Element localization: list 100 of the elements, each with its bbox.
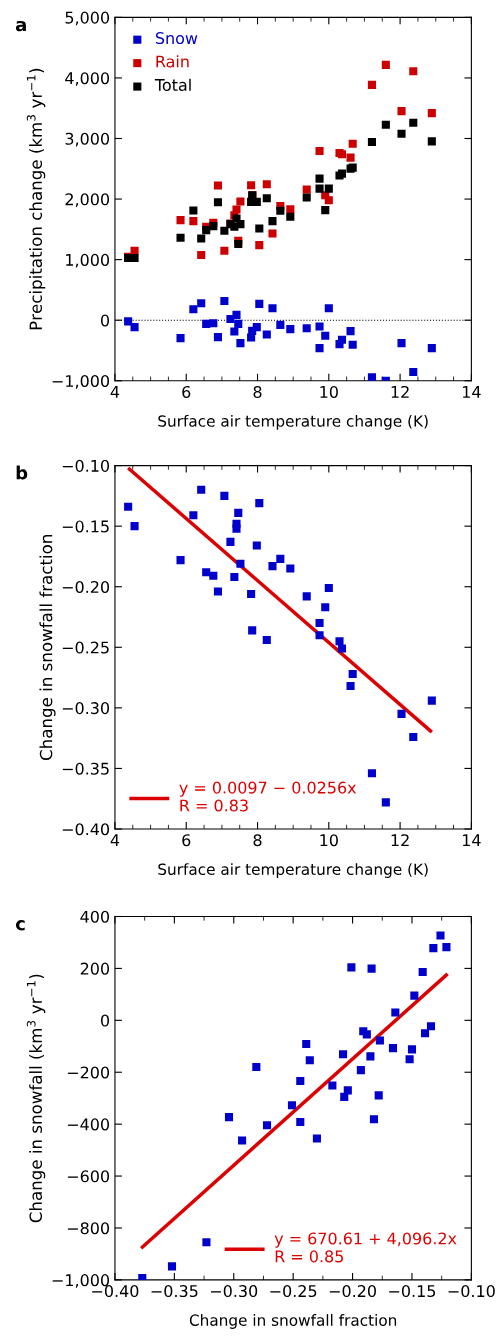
point <box>315 184 324 193</box>
x-tick-label: −0.25 <box>270 1285 317 1298</box>
point <box>247 589 256 599</box>
y-tick-label: −1,000 <box>52 374 110 389</box>
point <box>302 592 311 601</box>
point <box>255 224 264 233</box>
point <box>236 339 245 348</box>
y-tick-label: −0.40 <box>62 823 110 836</box>
point <box>391 1008 400 1017</box>
y-tick-label: −600 <box>67 1170 110 1183</box>
x-tick-label: 6 <box>182 385 191 398</box>
point <box>397 709 406 718</box>
point <box>255 499 264 508</box>
point <box>339 1050 348 1059</box>
point <box>276 320 285 329</box>
point <box>236 197 245 206</box>
x-tick-label: 12 <box>391 385 409 398</box>
x-tick-label: 10 <box>320 834 338 847</box>
point <box>286 205 295 214</box>
point <box>397 129 406 138</box>
point <box>305 1056 314 1065</box>
point <box>247 181 256 190</box>
point <box>176 334 185 343</box>
point <box>276 554 285 563</box>
legend-label: Total <box>154 78 191 91</box>
point <box>420 1029 430 1038</box>
y-tick-label: −0.10 <box>62 459 110 472</box>
point <box>302 324 311 333</box>
x-tick-label: 6 <box>182 834 191 847</box>
point <box>262 635 271 645</box>
point <box>255 299 264 308</box>
point <box>197 250 206 260</box>
y-tick-label: 200 <box>80 962 110 975</box>
point <box>321 331 330 340</box>
x-tick-label: −0.20 <box>329 1285 376 1298</box>
x-axis-title: Surface air temperature change (K) <box>158 414 428 430</box>
text: c <box>15 920 25 931</box>
point <box>234 319 243 328</box>
point <box>442 943 451 952</box>
point <box>189 305 198 314</box>
point <box>252 541 261 550</box>
y-tick-label: 3,000 <box>65 132 110 147</box>
point <box>286 212 295 221</box>
point <box>202 1238 211 1247</box>
point <box>213 198 223 207</box>
y-tick-label: −0.15 <box>62 520 109 533</box>
x-tick-label: 14 <box>462 386 481 398</box>
point <box>405 1055 414 1064</box>
x-tick-label: 12 <box>391 834 409 846</box>
y-tick-label: −0.35 <box>62 762 109 775</box>
point <box>427 696 436 705</box>
y-tick-label: 1,000 <box>66 253 110 268</box>
point <box>302 193 311 202</box>
point <box>209 222 218 231</box>
y-axis-title: Precipitation change (km$^{3}$ yr$^{−1}$) <box>26 68 46 330</box>
point <box>176 233 185 242</box>
point <box>410 991 419 1000</box>
point <box>381 798 390 807</box>
point <box>226 537 235 546</box>
x-tick-label: 8 <box>253 385 262 398</box>
point <box>232 310 241 319</box>
text: a <box>15 20 26 32</box>
y-tick-label: 5,000 <box>65 11 110 26</box>
x-tick-label: 10 <box>320 385 338 398</box>
point <box>262 330 271 339</box>
point <box>262 194 271 203</box>
point <box>321 603 330 612</box>
point <box>124 317 133 326</box>
point <box>268 304 277 313</box>
point <box>197 234 206 243</box>
point <box>346 682 355 691</box>
point <box>388 1044 398 1053</box>
text: b <box>16 465 28 480</box>
point <box>234 508 243 517</box>
point <box>236 559 245 568</box>
point <box>248 626 257 635</box>
point <box>213 181 223 190</box>
point <box>302 1039 311 1048</box>
point <box>176 216 185 225</box>
point <box>348 340 357 349</box>
point <box>367 373 376 381</box>
point <box>347 963 356 972</box>
y-tick-label: 0 <box>100 1014 110 1027</box>
point <box>340 1092 349 1101</box>
x-tick-label: −0.30 <box>210 1285 258 1298</box>
point <box>220 491 229 500</box>
x-tick-label: 8 <box>253 834 262 847</box>
point <box>348 669 357 678</box>
point <box>286 564 295 573</box>
point <box>315 344 324 353</box>
y-tick-label: 400 <box>80 910 110 923</box>
point <box>124 502 133 511</box>
y-tick-label: −0.30 <box>62 702 110 715</box>
point <box>236 220 245 229</box>
x-tick-label: 14 <box>462 834 481 846</box>
point <box>429 944 438 953</box>
point <box>220 246 229 255</box>
point <box>189 511 198 520</box>
point <box>268 217 277 226</box>
point <box>427 109 436 118</box>
